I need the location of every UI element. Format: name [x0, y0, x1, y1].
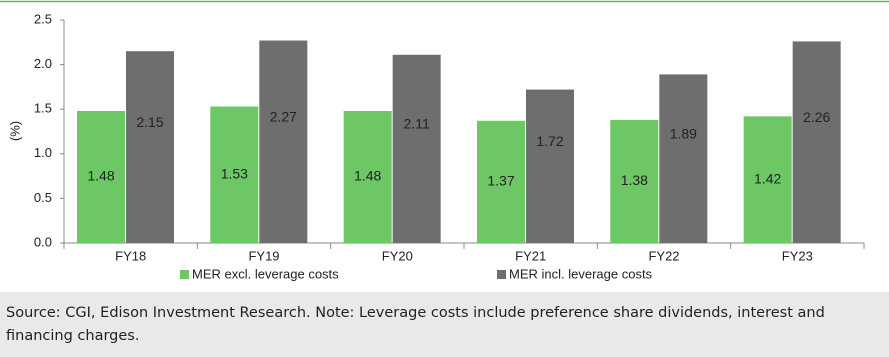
value-label: 1.89 [670, 125, 697, 141]
y-tick-label: 1.0 [34, 145, 52, 160]
x-tick-label: FY22 [648, 248, 679, 263]
y-tick-label: 2.5 [34, 11, 52, 26]
y-tick-label: 2.0 [34, 56, 52, 71]
y-tick-label: 1.5 [34, 101, 52, 116]
x-tick-label: FY19 [248, 248, 279, 263]
legend-label: MER excl. leverage costs [192, 266, 339, 281]
value-label: 1.48 [354, 168, 381, 184]
value-label: 1.53 [221, 165, 248, 181]
value-label: 2.26 [803, 109, 830, 125]
value-label: 1.48 [87, 168, 114, 184]
bar [526, 89, 574, 244]
y-axis-label: (%) [7, 121, 22, 141]
value-label: 2.11 [404, 116, 430, 132]
legend-swatch [497, 270, 506, 279]
x-tick-label: FY18 [115, 248, 146, 263]
x-tick-label: FY23 [782, 248, 813, 263]
value-label: 1.37 [487, 173, 514, 189]
bar [792, 41, 841, 243]
x-tick-label: FY20 [382, 248, 413, 263]
bar [743, 116, 792, 243]
chart: (%) 0.0 0.5 1.0 1.5 2.0 2.5 FY18 1.48 2.15 FY19 1.… [0, 0, 889, 281]
bar [259, 40, 308, 244]
value-label: 1.42 [754, 170, 781, 186]
bar [659, 74, 708, 243]
bar [392, 54, 441, 244]
legend-label: MER incl. leverage costs [509, 266, 653, 281]
bar [126, 51, 174, 243]
y-tick-label: 0.0 [34, 234, 52, 249]
bar [610, 119, 659, 243]
value-label: 2.15 [136, 114, 163, 130]
bar [77, 110, 125, 243]
value-label: 1.38 [621, 172, 648, 188]
value-label: 2.27 [270, 108, 297, 124]
bar [477, 120, 525, 243]
bar [210, 106, 259, 243]
legend-swatch [180, 270, 189, 279]
x-tick-label: FY21 [515, 248, 546, 263]
source-note: Source: CGI, Edison Investment Research.… [0, 292, 889, 357]
value-label: 1.72 [536, 133, 563, 149]
bar [343, 110, 392, 243]
y-tick-label: 0.5 [34, 190, 52, 205]
